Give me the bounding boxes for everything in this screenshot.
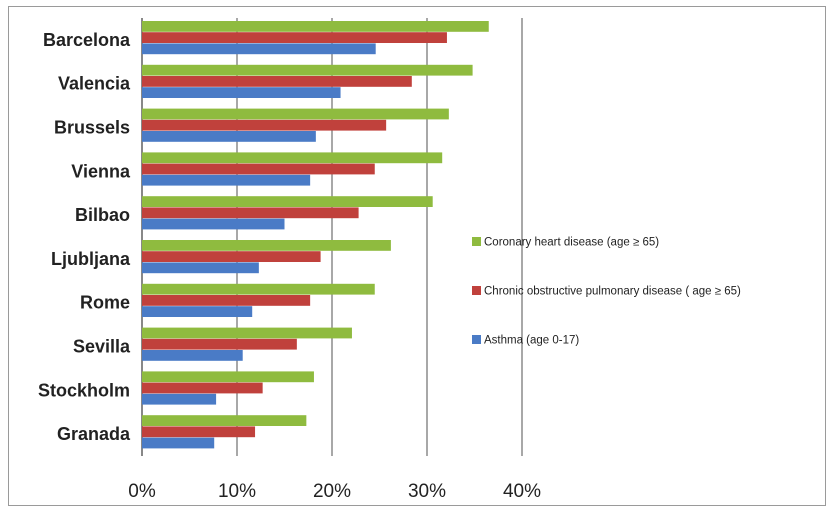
bar (142, 240, 391, 251)
category-label: Granada (57, 424, 131, 444)
category-label: Bilbao (75, 205, 130, 225)
category-label: Stockholm (38, 380, 130, 400)
x-tick-labels: 0% 10% 20% 30% 40% (128, 481, 541, 502)
legend-swatch (472, 237, 481, 246)
legend-label: Coronary heart disease (age ≥ 65) (484, 237, 659, 249)
bar (142, 338, 297, 350)
category-label: Vienna (71, 161, 131, 181)
bar (142, 306, 253, 317)
legend-swatch (472, 335, 481, 344)
legend: Coronary heart disease (age ≥ 65) Chronic… (472, 237, 741, 347)
x-tick-label: 20% (313, 481, 351, 502)
bar (142, 108, 449, 120)
bar (142, 174, 311, 186)
bar (142, 218, 285, 230)
x-tick-label: 10% (218, 481, 256, 502)
legend-label: Asthma (age 0-17) (484, 335, 579, 347)
bar (142, 262, 259, 274)
category-label: Barcelona (43, 30, 131, 50)
category-label: Brussels (54, 118, 130, 138)
bar (142, 415, 307, 426)
bar (142, 327, 352, 339)
bar (142, 21, 489, 32)
bar (142, 251, 321, 262)
legend-swatch (472, 286, 481, 295)
bar (142, 32, 447, 43)
bar (142, 350, 243, 361)
bar (142, 426, 256, 438)
bar (142, 437, 215, 449)
bar (142, 119, 387, 131)
bar (142, 131, 316, 142)
bar (142, 371, 314, 383)
bar (142, 152, 443, 164)
bar (142, 393, 217, 405)
x-tick-label: 30% (408, 481, 446, 502)
bar (142, 64, 473, 76)
bar (142, 295, 311, 306)
category-label: Valencia (58, 74, 131, 94)
category-labels: Barcelona Valencia Brussels Vienna Bilbao Lju… (38, 30, 131, 444)
x-tick-label: 0% (128, 481, 156, 502)
category-label: Sevilla (73, 337, 131, 357)
x-tick-label: 40% (503, 481, 541, 502)
bar (142, 207, 359, 219)
bar (142, 43, 376, 55)
bar (142, 163, 375, 175)
category-label: Ljubljana (51, 249, 131, 269)
bar (142, 87, 341, 98)
category-label: Rome (80, 293, 130, 313)
bar (142, 283, 375, 295)
bar (142, 196, 433, 207)
bar (142, 76, 412, 87)
bars (142, 21, 489, 449)
bar (142, 382, 263, 394)
legend-label: Chronic obstructive pulmonary disease ( … (484, 286, 741, 298)
